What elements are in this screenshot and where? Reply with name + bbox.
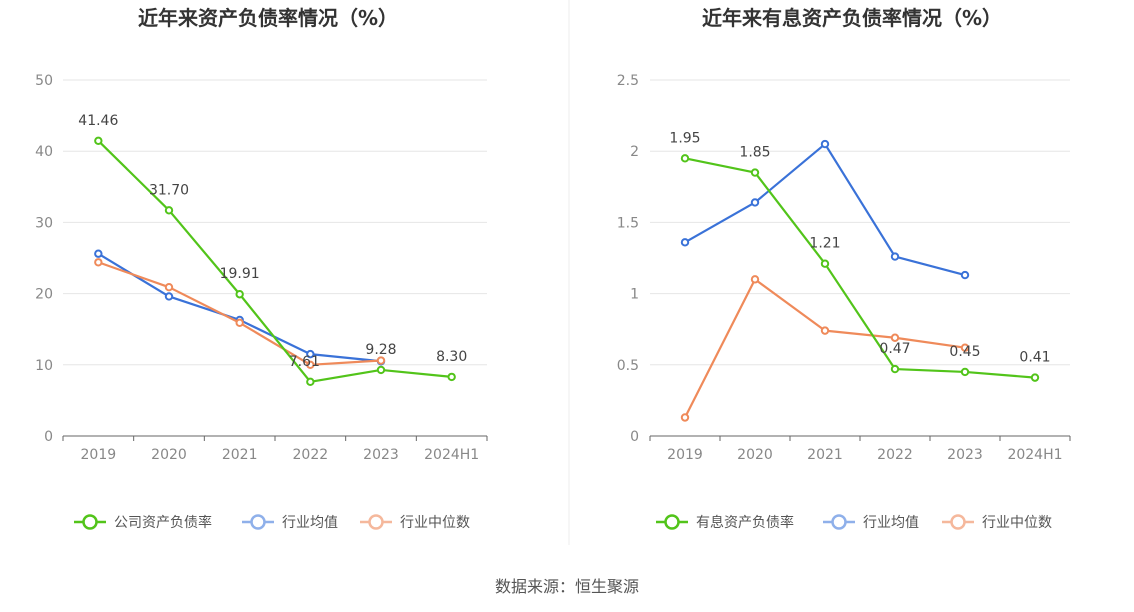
chart-title: 近年来资产负债率情况（%） <box>138 6 398 30</box>
data-point <box>164 282 174 292</box>
data-point <box>94 258 103 267</box>
data-label: 8.30 <box>436 349 467 365</box>
series-line-2 <box>684 278 966 418</box>
data-label: 0.47 <box>879 341 910 357</box>
data-point <box>235 290 244 299</box>
data-point <box>890 252 900 261</box>
y-tick-label: 10 <box>35 358 53 374</box>
data-point <box>680 154 690 163</box>
x-tick-label: 2022 <box>877 447 913 463</box>
x-tick-label: 2023 <box>947 447 983 463</box>
legend-swatch-marker <box>82 514 98 530</box>
data-point <box>890 333 900 342</box>
data-point <box>94 136 103 146</box>
legend-label: 公司资产负债率 <box>114 514 212 531</box>
x-tick-label: 2020 <box>737 447 773 463</box>
y-tick-label: 1.5 <box>617 215 639 231</box>
x-tick-label: 2024H1 <box>1007 447 1062 463</box>
data-label: 41.46 <box>78 113 118 129</box>
data-label: 1.85 <box>739 145 770 161</box>
data-point <box>94 249 103 258</box>
y-tick-label: 0 <box>44 429 53 445</box>
source-note: 数据来源：恒生聚源 <box>495 577 639 596</box>
data-point <box>376 365 386 375</box>
data-point <box>306 360 315 369</box>
x-tick-label: 2021 <box>222 447 258 463</box>
y-tick-label: 1 <box>630 287 639 303</box>
legend-label: 行业中位数 <box>400 515 470 531</box>
y-tick-label: 0.5 <box>617 358 639 374</box>
data-point <box>680 413 690 422</box>
x-tick-label: 2022 <box>293 447 329 463</box>
data-point <box>750 198 760 207</box>
data-label: 0.45 <box>949 344 980 360</box>
data-point <box>164 206 174 215</box>
series-line-1 <box>684 142 966 277</box>
legend-label: 行业均值 <box>282 515 338 531</box>
legend-swatch-marker <box>950 514 966 530</box>
data-label: 7.61 <box>289 354 320 370</box>
data-point <box>820 326 830 335</box>
legend-swatch-marker <box>831 514 847 530</box>
legend-swatch-marker <box>664 514 680 530</box>
y-tick-label: 30 <box>35 215 53 231</box>
data-point <box>376 356 386 365</box>
y-tick-label: 50 <box>35 73 53 89</box>
x-tick-label: 2023 <box>363 447 399 463</box>
x-tick-label: 2019 <box>667 447 703 463</box>
data-point <box>820 139 830 149</box>
data-label: 0.41 <box>1019 350 1050 366</box>
legend-label: 有息资产负债率 <box>696 514 794 531</box>
data-point <box>680 238 690 247</box>
data-point <box>960 343 970 352</box>
data-point <box>960 270 970 280</box>
left-chart-panel: 近年来资产负债率情况（%） 0 10 20 30 40 50 2019 2020 2021 2022… <box>35 6 488 531</box>
y-tick-label: 20 <box>35 287 53 303</box>
data-label: 31.70 <box>149 182 189 198</box>
data-point <box>960 367 970 377</box>
y-tick-label: 2 <box>630 144 639 160</box>
data-label: 1.95 <box>669 130 700 146</box>
x-tick-label: 2020 <box>151 447 187 463</box>
data-point <box>164 292 174 301</box>
legend-swatch-marker <box>250 514 266 530</box>
data-point <box>820 259 830 268</box>
data-point <box>306 349 315 359</box>
data-point <box>750 168 760 177</box>
data-label: 1.21 <box>809 236 840 252</box>
x-tick-label: 2024H1 <box>424 447 479 463</box>
series-line-0 <box>97 140 452 383</box>
series-line-0 <box>684 157 1036 379</box>
y-tick-label: 0 <box>630 429 639 445</box>
data-point <box>447 372 456 382</box>
y-tick-label: 40 <box>35 144 53 160</box>
data-point <box>890 364 900 374</box>
data-point <box>235 318 244 327</box>
data-point <box>306 377 315 387</box>
x-tick-label: 2021 <box>807 447 843 463</box>
data-point <box>750 275 760 284</box>
chart-title: 近年来有息资产负债率情况（%） <box>702 6 1002 30</box>
legend-swatch-marker <box>368 514 384 530</box>
y-tick-label: 2.5 <box>617 73 639 89</box>
x-tick-label: 2019 <box>81 447 117 463</box>
legend-label: 行业均值 <box>863 515 919 531</box>
data-point <box>1030 373 1040 382</box>
legend-label: 行业中位数 <box>982 515 1052 531</box>
data-label: 19.91 <box>220 266 260 282</box>
right-chart-panel: 近年来有息资产负债率情况（%） 0 0.5 1 1.5 2 2.5 2019 2020 2021 2… <box>617 6 1071 531</box>
data-label: 9.28 <box>365 342 396 358</box>
